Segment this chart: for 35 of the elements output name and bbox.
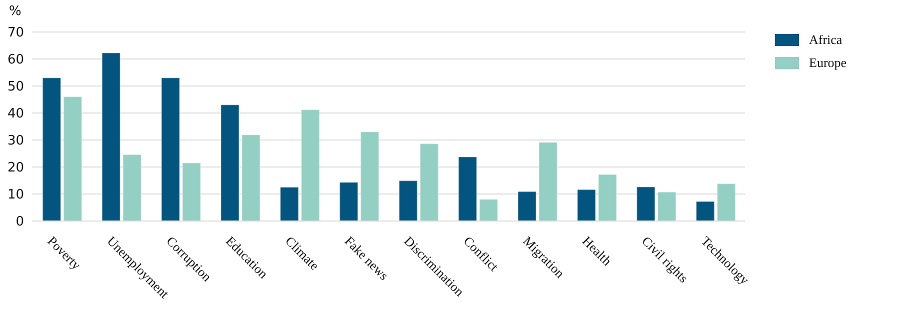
bar bbox=[716, 183, 736, 221]
bar bbox=[161, 77, 180, 221]
bar bbox=[339, 182, 358, 221]
y-axis-title: % bbox=[9, 4, 22, 19]
bar bbox=[241, 134, 260, 221]
y-tick-label: 30 bbox=[7, 134, 24, 149]
bar bbox=[280, 186, 299, 221]
bar bbox=[696, 201, 715, 221]
legend-label: Europe bbox=[809, 55, 847, 71]
y-tick-label: 40 bbox=[7, 106, 24, 122]
bar bbox=[576, 189, 596, 221]
bar bbox=[598, 174, 617, 221]
y-tick-label: 60 bbox=[7, 52, 24, 68]
y-tick-label: 50 bbox=[7, 80, 24, 95]
y-tick-label: 20 bbox=[7, 160, 24, 176]
bar bbox=[182, 162, 202, 221]
bar bbox=[636, 186, 656, 221]
bar bbox=[42, 77, 62, 221]
bar bbox=[300, 109, 320, 221]
bar bbox=[479, 198, 498, 221]
bar bbox=[63, 96, 82, 221]
bar bbox=[102, 52, 121, 221]
y-tick-label: 70 bbox=[7, 26, 24, 41]
bar bbox=[398, 180, 418, 221]
bar bbox=[420, 143, 439, 221]
bar bbox=[657, 192, 676, 221]
bar bbox=[360, 131, 380, 221]
y-tick-label: 0 bbox=[16, 214, 24, 230]
bar bbox=[458, 156, 478, 221]
bar bbox=[538, 142, 558, 221]
legend-label: Africa bbox=[809, 32, 842, 48]
bar bbox=[220, 104, 240, 221]
bar bbox=[122, 154, 142, 221]
y-tick-label: 10 bbox=[7, 188, 24, 203]
bar bbox=[518, 191, 537, 221]
